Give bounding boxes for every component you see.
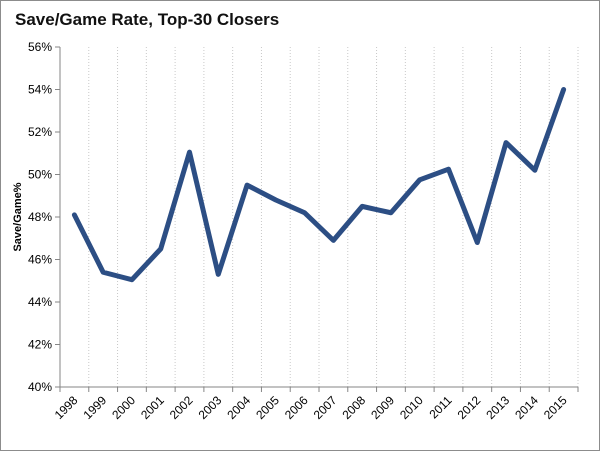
x-tick-label: 2013: [483, 393, 512, 422]
y-tick-label: 44%: [28, 295, 52, 309]
y-tick-label: 40%: [28, 380, 52, 394]
y-tick-label: 42%: [28, 338, 52, 352]
x-tick-label: 2002: [167, 393, 196, 422]
y-tick-label: 56%: [28, 40, 52, 54]
x-tick-label: 2010: [397, 393, 426, 422]
x-tick-label: 2011: [426, 393, 454, 421]
y-tick-label: 52%: [28, 125, 52, 139]
x-tick-label: 2012: [455, 393, 484, 422]
x-tick-label: 2001: [138, 393, 167, 422]
y-tick-label: 48%: [28, 210, 52, 224]
y-tick-label: 54%: [28, 83, 52, 97]
chart-title: Save/Game Rate, Top-30 Closers: [15, 10, 280, 29]
x-tick-label: 1998: [52, 393, 81, 422]
x-tick-label: 2006: [282, 393, 311, 422]
x-tick-label: 2007: [311, 393, 340, 422]
series-line: [71, 87, 567, 283]
x-tick-label: 2014: [512, 393, 541, 422]
x-tick-label: 2003: [196, 393, 225, 422]
y-tick-label: 46%: [28, 253, 52, 267]
x-tick-label: 2015: [541, 393, 570, 422]
x-tick-label: 2008: [340, 393, 369, 422]
x-tick-label: 1999: [81, 393, 110, 422]
x-tick-label: 2005: [253, 393, 282, 422]
x-tick-label: 2009: [368, 393, 397, 422]
y-axis-title: Save/Game%: [12, 182, 24, 251]
y-tick-label: 50%: [28, 168, 52, 182]
x-tick-label: 2004: [224, 393, 253, 422]
x-tick-label: 2000: [109, 393, 138, 422]
